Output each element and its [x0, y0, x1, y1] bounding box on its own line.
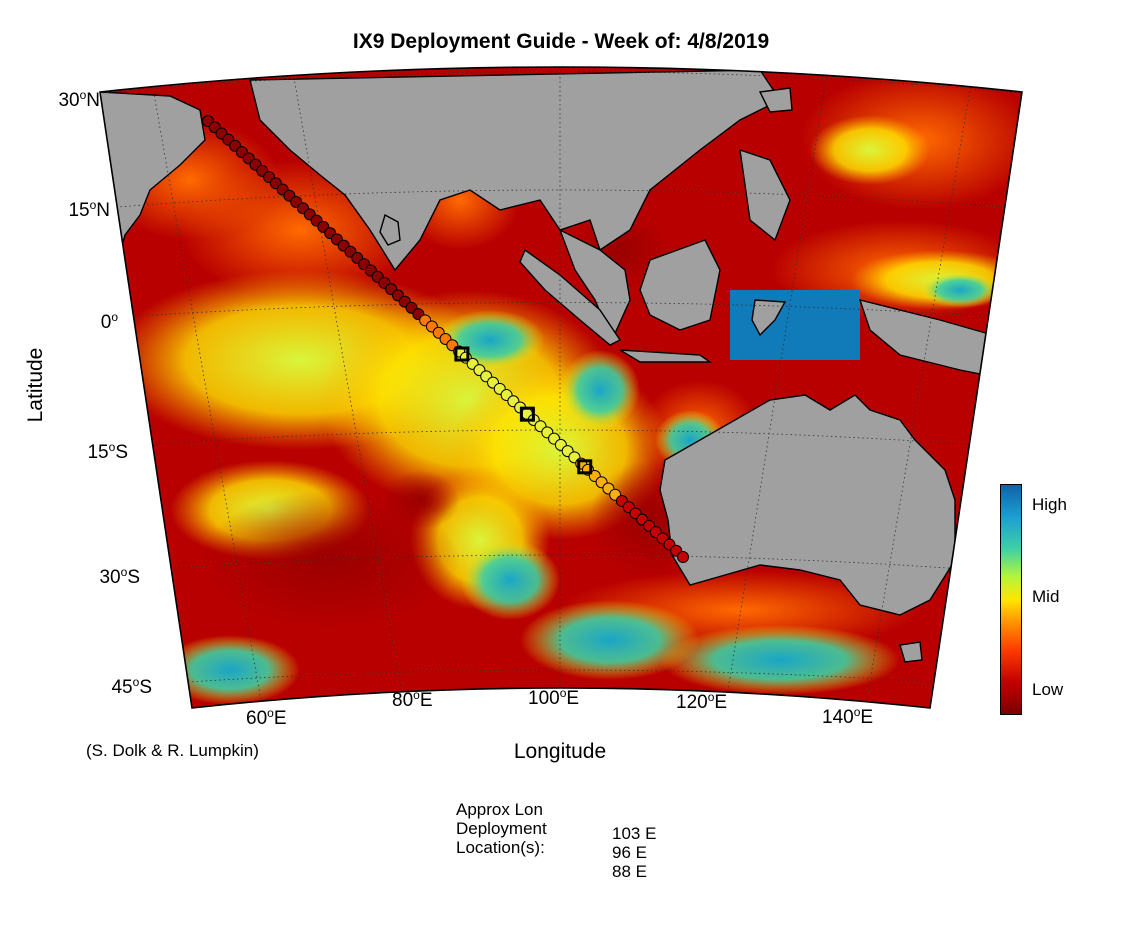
longitude-tick-label: 120oE	[676, 690, 728, 713]
land-java	[619, 349, 713, 363]
land	[100, 69, 1011, 663]
land-taiwan	[758, 87, 793, 113]
track-point	[677, 551, 689, 563]
x-axis-label: Longitude	[513, 740, 607, 763]
map-border	[99, 66, 1023, 709]
land-indochina	[558, 228, 631, 342]
longitude-tick-label: 80oE	[392, 688, 433, 711]
land-sulawesi	[751, 299, 787, 337]
info-line-1: Approx Lon	[456, 800, 543, 819]
y-axis-label: Latitude	[24, 347, 47, 423]
latitude-tick-label: 30oS	[99, 565, 140, 588]
longitude-tick-label: 60oE	[246, 706, 287, 729]
colorbar-mid-label: Mid	[1032, 587, 1060, 606]
colorbar-low-label: Low	[1032, 680, 1064, 699]
deployment-marker	[577, 459, 593, 475]
info-line-2: Deployment	[456, 819, 547, 838]
latitude-tick-label: 15oS	[87, 440, 128, 463]
deployment-marker	[454, 346, 470, 362]
deployment-info-labels: Approx Lon Deployment Location(s):	[456, 800, 547, 857]
gridlines	[100, 67, 1022, 708]
colorbar-high-label: High	[1032, 495, 1067, 514]
credit-text: (S. Dolk & R. Lumpkin)	[86, 741, 259, 760]
longitude-tick-label: 100oE	[528, 686, 580, 709]
colorbar	[1000, 484, 1022, 715]
deployment-value: 96 E	[612, 843, 647, 862]
latitude-tick-label: 30oN	[58, 88, 100, 111]
chart-title: IX9 Deployment Guide - Week of: 4/8/2019	[352, 30, 770, 53]
deployment-info-values: 103 E 96 E 88 E	[612, 824, 656, 881]
ocean-high-patches	[160, 272, 1000, 705]
deployment-value: 88 E	[612, 862, 647, 881]
deployment-marker	[519, 406, 535, 422]
info-line-3: Location(s):	[456, 838, 545, 857]
land-asia-india	[249, 69, 782, 272]
land-sumatra	[519, 248, 622, 346]
latitude-tick-label: 15oN	[68, 198, 110, 221]
land-tasmania	[899, 641, 923, 663]
land-sri-lanka	[379, 213, 401, 246]
land-philippines	[739, 148, 791, 242]
map-canvas	[100, 67, 1022, 708]
latitude-tick-label: 45oS	[111, 675, 152, 698]
latitude-tick-label: 0o	[100, 310, 118, 333]
longitude-tick-label: 140oE	[822, 705, 874, 728]
deployment-track	[202, 115, 689, 563]
land-borneo	[639, 239, 721, 331]
deployment-value: 103 E	[612, 824, 657, 843]
